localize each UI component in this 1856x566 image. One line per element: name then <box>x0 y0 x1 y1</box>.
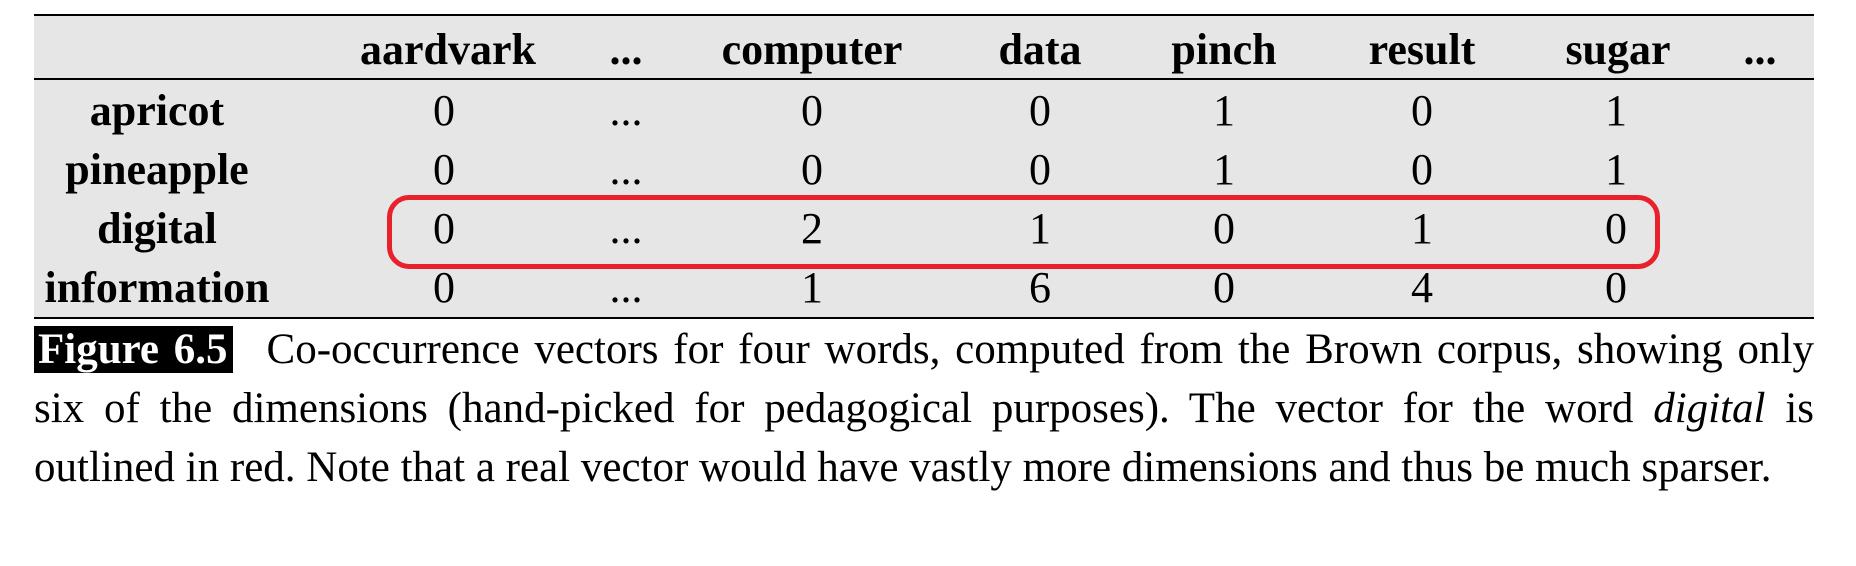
table-cell: 2 <box>801 204 823 253</box>
column-header: ... <box>609 25 643 74</box>
table-header-rule <box>34 78 1814 80</box>
column-header: ... <box>1743 25 1777 74</box>
table-cell: 0 <box>433 145 455 194</box>
table-cell: 0 <box>1213 263 1235 312</box>
table-cell: 1 <box>1029 204 1051 253</box>
table-bottom-rule <box>34 317 1814 319</box>
figure-label: Figure 6.5 <box>34 326 233 373</box>
caption-text: is outlined in red. Note that a real vec… <box>34 385 1814 491</box>
table-cell: ... <box>609 263 643 312</box>
table-cell: 4 <box>1411 263 1433 312</box>
column-header: data <box>998 25 1082 74</box>
table-top-rule <box>34 14 1814 16</box>
table-cell: 0 <box>1411 86 1433 135</box>
table-cell: 1 <box>1213 145 1235 194</box>
table-cell: 0 <box>433 86 455 135</box>
table-cell: 0 <box>433 204 455 253</box>
table-cell: 6 <box>1029 263 1051 312</box>
digital-vector-highlight <box>387 195 1660 269</box>
table-cell: 1 <box>1411 204 1433 253</box>
table-cell: 0 <box>433 263 455 312</box>
table-cell: 1 <box>1605 145 1627 194</box>
table-cell: 0 <box>1213 204 1235 253</box>
table-cell: 0 <box>1411 145 1433 194</box>
row-label: digital <box>97 204 217 253</box>
column-header: computer <box>721 25 903 74</box>
table-cell: 0 <box>801 145 823 194</box>
table-cell: ... <box>609 204 643 253</box>
table-cell: 1 <box>1213 86 1235 135</box>
caption-emphasis: digital <box>1653 385 1766 432</box>
table-cell: ... <box>609 86 643 135</box>
table-cell: 0 <box>1029 86 1051 135</box>
caption-text: Co-occurrence vectors for four words, co… <box>34 326 1814 432</box>
column-header: result <box>1368 25 1476 74</box>
column-header: aardvark <box>360 25 536 74</box>
column-header: pinch <box>1171 25 1277 74</box>
table-cell: ... <box>609 145 643 194</box>
table-cell: 1 <box>1605 86 1627 135</box>
row-label: apricot <box>89 86 225 135</box>
table-cell: 0 <box>1605 263 1627 312</box>
column-header: sugar <box>1565 25 1671 74</box>
table-cell: 0 <box>1605 204 1627 253</box>
table-cell: 0 <box>1029 145 1051 194</box>
table-cell: 0 <box>801 86 823 135</box>
row-label: pineapple <box>65 145 249 194</box>
table-cell: 1 <box>801 263 823 312</box>
cooccurrence-table <box>34 14 1814 318</box>
row-label: information <box>44 263 270 312</box>
figure-caption: Figure 6.5 Co-occurrence vectors for four… <box>34 320 1814 497</box>
